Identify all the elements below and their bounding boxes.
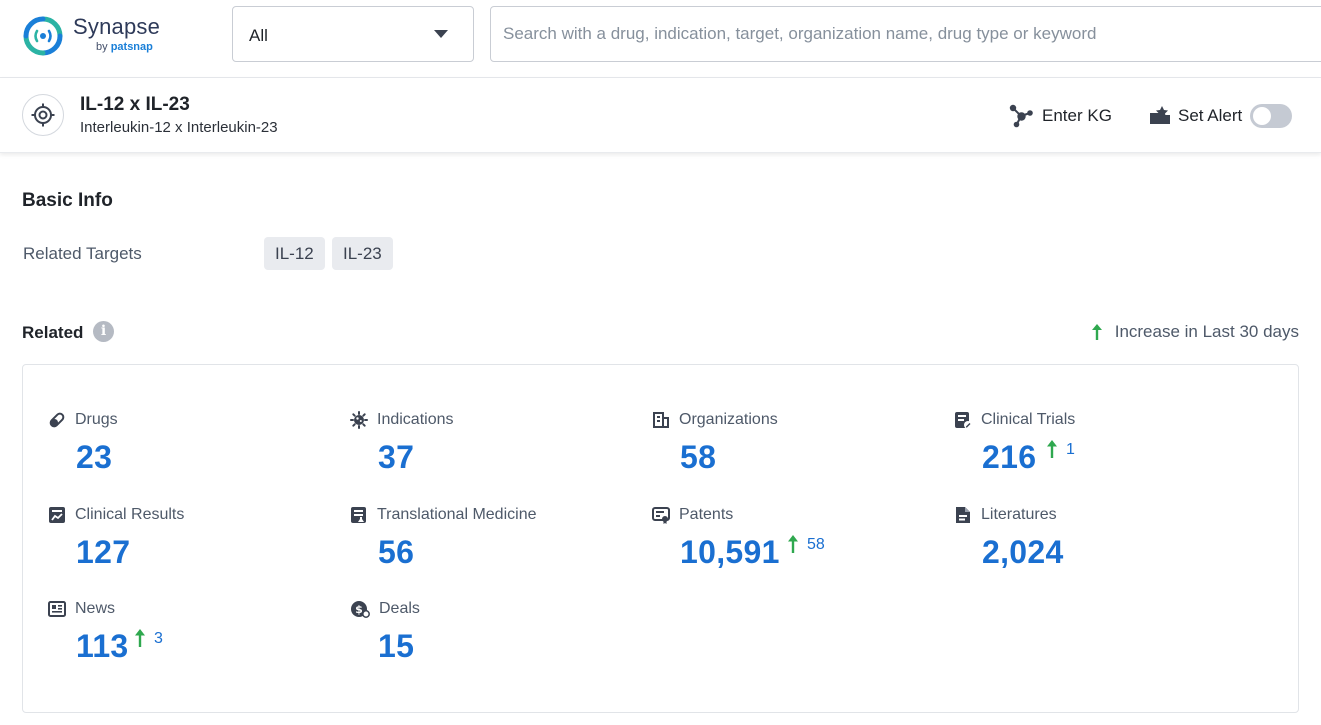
stat-translational-medicine[interactable]: Translational Medicine 56 [350,506,630,582]
synapse-logo[interactable]: Synapse by patsnap [22,13,202,59]
related-title: Related [22,323,83,343]
enter-kg-button[interactable]: Enter KG [1008,102,1112,130]
set-alert-label: Set Alert [1178,106,1242,126]
target-icon [22,94,64,136]
stat-increase-count: 58 [807,536,825,554]
stat-value: 58 [680,439,716,476]
arrow-up-icon [787,534,799,554]
stat-value: 23 [76,439,112,476]
stat-value: 56 [378,534,414,571]
related-targets-label: Related Targets [23,244,142,264]
stat-label-text: Deals [379,600,420,618]
logo-by: by [96,41,108,53]
related-target-chip[interactable]: IL-12 [264,237,325,270]
logo-brand: patsnap [111,41,153,53]
stat-label: Clinical Trials [954,411,1075,429]
stat-deals[interactable]: $ Deals 15 [350,600,630,676]
stat-label: Patents [652,506,733,524]
document-flask-icon [350,506,368,524]
newspaper-icon [48,600,66,618]
logo-name: Synapse [73,14,160,40]
related-target-chip[interactable]: IL-23 [332,237,393,270]
arrow-up-icon [1046,439,1058,459]
stat-clinical-trials[interactable]: Clinical Trials 216 1 [954,411,1234,487]
chart-report-icon [48,506,66,524]
arrow-up-icon [1091,323,1103,341]
stat-value: 2,024 [982,534,1064,571]
search-scope-value: All [249,26,268,46]
related-stats-card: Drugs 23 Indications 37 [22,364,1299,713]
stat-label-text: Translational Medicine [377,506,536,524]
stat-label: Translational Medicine [350,506,536,524]
stat-label-text: Clinical Results [75,506,184,524]
increase-legend: Increase in Last 30 days [1091,322,1299,342]
stat-label: $ Deals [350,600,420,618]
stat-value: 127 [76,534,130,571]
svg-text:$: $ [355,603,363,616]
stat-value: 15 [378,628,414,665]
pill-icon [48,411,66,429]
certificate-icon [652,506,670,524]
stat-drugs[interactable]: Drugs 23 [48,411,328,487]
stat-indications[interactable]: Indications 37 [350,411,630,487]
stat-organizations[interactable]: Organizations 58 [652,411,932,487]
stat-label: Clinical Results [48,506,184,524]
increase-legend-label: Increase in Last 30 days [1115,322,1299,342]
stat-increase-count: 3 [154,630,163,648]
stat-patents[interactable]: Patents 10,591 58 [652,506,932,582]
set-alert: Set Alert [1148,102,1292,130]
stat-label: Drugs [48,411,118,429]
stat-label-text: Clinical Trials [981,411,1075,429]
search-input[interactable] [490,6,1321,62]
stat-increase: 3 [134,628,163,648]
top-bar: Synapse by patsnap All [0,0,1321,78]
stat-news[interactable]: News 113 3 [48,600,328,676]
handshake-dollar-icon: $ [350,600,370,618]
stat-label: Literatures [954,506,1057,524]
target-title: IL-12 x IL-23 [80,94,190,116]
stat-label-text: Patents [679,506,733,524]
stat-value: 113 [76,628,129,665]
stat-label-text: News [75,600,115,618]
clipboard-edit-icon [954,411,972,429]
crosshair-icon [31,103,55,127]
stat-value: 37 [378,439,414,476]
caret-down-icon [434,30,448,38]
knowledge-graph-icon [1008,103,1034,129]
enter-kg-label: Enter KG [1042,106,1112,126]
synapse-logo-icon [22,15,64,57]
stat-value: 216 [982,439,1036,476]
arrow-up-icon [134,628,146,648]
stat-label-text: Drugs [75,411,118,429]
alert-envelope-icon [1148,104,1172,128]
target-header: IL-12 x IL-23 Interleukin-12 x Interleuk… [0,78,1321,153]
stat-literatures[interactable]: Literatures 2,024 [954,506,1234,582]
stat-increase-count: 1 [1066,441,1075,459]
stat-label-text: Literatures [981,506,1057,524]
stat-increase: 1 [1046,439,1075,459]
set-alert-toggle[interactable] [1250,104,1292,128]
building-icon [652,411,670,429]
stat-increase: 58 [787,534,825,554]
stat-value: 10,591 [680,534,780,571]
toggle-knob [1253,107,1271,125]
document-icon [954,506,972,524]
target-subtitle: Interleukin-12 x Interleukin-23 [80,119,278,136]
logo-byline: by patsnap [96,41,153,53]
basic-info-title: Basic Info [22,190,113,212]
virus-icon [350,411,368,429]
stat-label: News [48,600,115,618]
stat-label-text: Organizations [679,411,778,429]
stat-label: Indications [350,411,454,429]
search-scope-select[interactable]: All [232,6,474,62]
info-icon[interactable]: i [93,321,114,342]
stat-label: Organizations [652,411,778,429]
stat-label-text: Indications [377,411,454,429]
stat-clinical-results[interactable]: Clinical Results 127 [48,506,328,582]
